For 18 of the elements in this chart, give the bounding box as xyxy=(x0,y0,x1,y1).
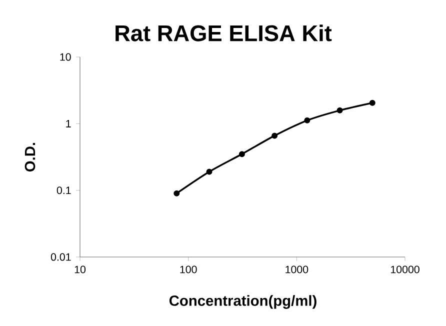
y-tick-label: 1 xyxy=(66,120,71,128)
y-tick-label: 0.1 xyxy=(56,186,71,194)
point xyxy=(369,100,376,106)
point xyxy=(336,107,343,114)
point xyxy=(304,117,310,124)
x-tick-label: 10000 xyxy=(390,266,420,274)
point xyxy=(238,151,245,158)
point xyxy=(272,132,278,139)
x-tick-label: 1000 xyxy=(286,266,308,274)
x-axis-title: Concentration(pg/ml) xyxy=(169,295,316,309)
x-tick-label: 10 xyxy=(74,266,86,274)
y-axis-title: O.D. xyxy=(24,142,36,172)
x-tick-label: 100 xyxy=(180,266,197,274)
y-tick-label: 10 xyxy=(60,53,71,61)
point xyxy=(174,190,180,196)
point xyxy=(206,168,212,175)
chart-title: Rat RAGE ELISA Kit xyxy=(116,24,332,42)
y-tick-label: 0.01 xyxy=(50,253,71,261)
